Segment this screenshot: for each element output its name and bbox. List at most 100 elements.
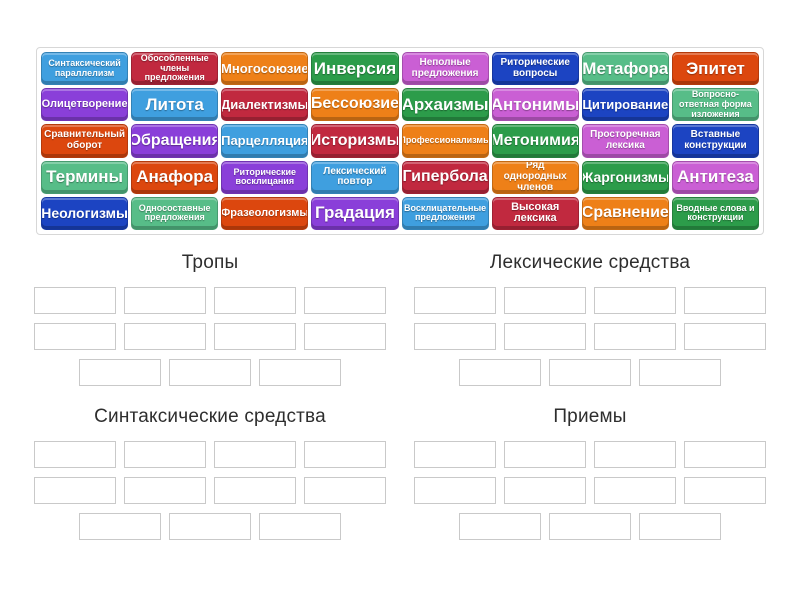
word-tile-35[interactable]: Градация [311,196,399,230]
drop-slot-g2-r0-c1[interactable] [124,441,206,468]
drop-slot-g2-r1-c1[interactable] [124,477,206,504]
drop-slot-g0-r1-c3[interactable] [304,323,386,350]
drop-slot-g3-r1-c3[interactable] [684,477,766,504]
drop-slot-g3-r0-c3[interactable] [684,441,766,468]
word-tile-31[interactable]: Антитеза [671,160,759,194]
slot-row [34,323,386,350]
word-tile-22[interactable]: Просторечная лексика [581,124,669,158]
slot-row [414,513,766,540]
word-tile-14[interactable]: Цитирование [581,88,669,122]
word-tile-24[interactable]: Термины [41,160,129,194]
word-tile-17[interactable]: Обращения [131,124,219,158]
drop-slot-g3-r2-c1[interactable] [549,513,631,540]
word-tile-30[interactable]: Жаргонизмы [581,160,669,194]
drop-slot-g0-r1-c0[interactable] [34,323,116,350]
word-tile-15[interactable]: Вопросно-ответная форма изложения [671,88,759,122]
word-tile-34[interactable]: Фразеологизмы [221,196,309,230]
slot-row [414,477,766,504]
word-tile-21[interactable]: Метонимия [491,124,579,158]
drop-slot-g3-r0-c2[interactable] [594,441,676,468]
drop-slot-g3-r2-c2[interactable] [639,513,721,540]
slot-row [34,477,386,504]
word-tile-38[interactable]: Сравнение [581,196,669,230]
drop-slot-g0-r2-c0[interactable] [79,359,161,386]
word-tile-16[interactable]: Сравнительный оборот [41,124,129,158]
drop-slot-g1-r2-c1[interactable] [549,359,631,386]
drop-slot-g2-r1-c3[interactable] [304,477,386,504]
group-title-sintaksicheskie: Синтаксические средства [94,406,326,427]
drop-slot-g3-r0-c1[interactable] [504,441,586,468]
drop-slot-g0-r2-c1[interactable] [169,359,251,386]
word-tile-12[interactable]: Архаизмы [401,88,489,122]
word-tile-7[interactable]: Эпитет [671,52,759,86]
group-sintaksicheskie: Синтаксические средства [34,406,386,540]
word-tile-5[interactable]: Риторические вопросы [491,52,579,86]
word-tile-9[interactable]: Литота [131,88,219,122]
word-tile-3[interactable]: Инверсия [311,52,399,86]
word-tile-2[interactable]: Многосоюзие [221,52,309,86]
drop-slot-g0-r0-c1[interactable] [124,287,206,314]
word-tile-19[interactable]: Историзмы [311,124,399,158]
word-tile-4[interactable]: Неполные предложения [401,52,489,86]
drop-slot-g2-r1-c0[interactable] [34,477,116,504]
word-tile-10[interactable]: Диалектизмы [221,88,309,122]
word-tile-37[interactable]: Высокая лексика [491,196,579,230]
drop-slot-g1-r0-c3[interactable] [684,287,766,314]
drop-slot-g2-r1-c2[interactable] [214,477,296,504]
word-tile-32[interactable]: Неологизмы [41,196,129,230]
word-tile-23[interactable]: Вставные конструкции [671,124,759,158]
word-tile-39[interactable]: Вводные слова и конструкции [671,196,759,230]
word-tile-1[interactable]: Обособленные члены предложения [131,52,219,86]
drop-slot-g1-r0-c1[interactable] [504,287,586,314]
drop-slot-g3-r0-c0[interactable] [414,441,496,468]
drop-slot-g1-r2-c0[interactable] [459,359,541,386]
drop-slot-g2-r2-c1[interactable] [169,513,251,540]
word-tile-13[interactable]: Антонимы [491,88,579,122]
slot-row [414,287,766,314]
group-slots-tropy [34,287,386,386]
drop-slot-g0-r0-c3[interactable] [304,287,386,314]
drop-slot-g3-r1-c1[interactable] [504,477,586,504]
drop-slot-g1-r2-c2[interactable] [639,359,721,386]
drop-slot-g1-r0-c0[interactable] [414,287,496,314]
word-tile-33[interactable]: Односоставные предложения [131,196,219,230]
word-tile-8[interactable]: Олицетворение [41,88,129,122]
word-tile-29[interactable]: Ряд однородных членов [491,160,579,194]
drop-slot-g0-r0-c0[interactable] [34,287,116,314]
word-tile-36[interactable]: Восклицательные предложения [401,196,489,230]
drop-slot-g0-r1-c2[interactable] [214,323,296,350]
drop-slot-g2-r0-c0[interactable] [34,441,116,468]
slot-row [34,441,386,468]
drop-slot-g1-r1-c3[interactable] [684,323,766,350]
drop-slot-g3-r2-c0[interactable] [459,513,541,540]
word-tile-6[interactable]: Метафора [581,52,669,86]
group-priemy: Приемы [414,406,766,540]
group-slots-leksicheskie [414,287,766,386]
group-slots-priemy [414,441,766,540]
word-tile-20[interactable]: Профессионализмы [401,124,489,158]
drop-slot-g1-r0-c2[interactable] [594,287,676,314]
drop-slot-g0-r2-c2[interactable] [259,359,341,386]
word-tile-26[interactable]: Риторические восклицания [221,160,309,194]
word-tile-0[interactable]: Синтаксический параллелизм [41,52,129,86]
word-tile-18[interactable]: Парцелляция [221,124,309,158]
word-tile-27[interactable]: Лексический повтор [311,160,399,194]
word-tile-25[interactable]: Анафора [131,160,219,194]
drop-slot-g2-r0-c3[interactable] [304,441,386,468]
drop-slot-g1-r1-c2[interactable] [594,323,676,350]
drop-slot-g3-r1-c0[interactable] [414,477,496,504]
drop-slot-g0-r0-c2[interactable] [214,287,296,314]
group-title-tropy: Тропы [181,252,239,273]
group-title-priemy: Приемы [553,406,627,427]
slot-row [34,513,386,540]
drop-slot-g2-r2-c0[interactable] [79,513,161,540]
drop-slot-g1-r1-c0[interactable] [414,323,496,350]
group-title-leksicheskie: Лексические средства [489,252,691,273]
drop-slot-g3-r1-c2[interactable] [594,477,676,504]
word-tile-11[interactable]: Бессоюзие [311,88,399,122]
drop-slot-g1-r1-c1[interactable] [504,323,586,350]
drop-slot-g0-r1-c1[interactable] [124,323,206,350]
drop-slot-g2-r2-c2[interactable] [259,513,341,540]
drop-slot-g2-r0-c2[interactable] [214,441,296,468]
word-tile-28[interactable]: Гипербола [401,160,489,194]
